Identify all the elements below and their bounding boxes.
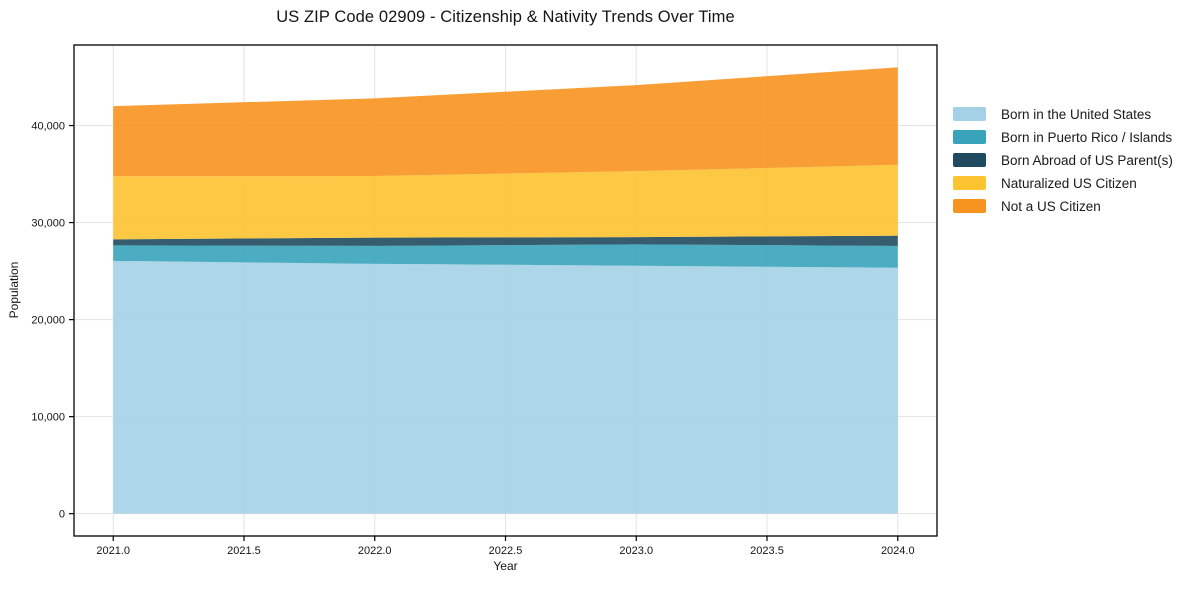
legend-swatch-icon xyxy=(953,107,986,121)
legend-label: Not a US Citizen xyxy=(1001,198,1101,214)
x-tick-label: 2022.5 xyxy=(489,545,523,557)
legend-label: Born in the United States xyxy=(1001,106,1152,122)
legend-item: Born in Puerto Rico / Islands xyxy=(953,129,1173,145)
legend: Born in the United States Born in Puerto … xyxy=(953,106,1173,214)
area-not-a-us-citizen xyxy=(113,67,898,177)
y-tick-label: 10,000 xyxy=(31,412,65,424)
legend-label: Born Abroad of US Parent(s) xyxy=(1001,152,1173,168)
x-tick-label: 2023.5 xyxy=(750,545,784,557)
y-tick-label: 0 xyxy=(59,509,65,521)
x-tick-label: 2021.0 xyxy=(96,545,130,557)
legend-swatch-icon xyxy=(953,130,986,144)
legend-item: Born Abroad of US Parent(s) xyxy=(953,152,1173,168)
x-tick-label: 2024.0 xyxy=(881,545,915,557)
area-born-abroad-of-us-parent-s xyxy=(113,235,898,246)
y-axis-label: Population xyxy=(7,261,21,319)
legend-swatch-icon xyxy=(953,153,986,167)
area-born-in-the-united-states xyxy=(113,260,898,514)
legend-swatch-icon xyxy=(953,176,986,190)
legend-swatch-icon xyxy=(953,199,986,213)
y-tick-label: 20,000 xyxy=(31,315,65,327)
area-naturalized-us-citizen xyxy=(113,164,898,240)
x-axis-label: Year xyxy=(493,559,518,573)
area-born-in-puerto-rico-islands xyxy=(113,244,898,268)
legend-item: Naturalized US Citizen xyxy=(953,175,1173,191)
y-tick-label: 30,000 xyxy=(31,218,65,230)
legend-label: Naturalized US Citizen xyxy=(1001,175,1137,191)
x-tick-label: 2022.0 xyxy=(358,545,392,557)
legend-item: Born in the United States xyxy=(953,106,1173,122)
legend-label: Born in Puerto Rico / Islands xyxy=(1001,129,1173,145)
x-tick-label: 2021.5 xyxy=(227,545,261,557)
chart-title: US ZIP Code 02909 - Citizenship & Nativi… xyxy=(276,8,735,26)
x-tick-label: 2023.0 xyxy=(619,545,653,557)
legend-item: Not a US Citizen xyxy=(953,198,1173,214)
y-tick-label: 40,000 xyxy=(31,121,65,133)
